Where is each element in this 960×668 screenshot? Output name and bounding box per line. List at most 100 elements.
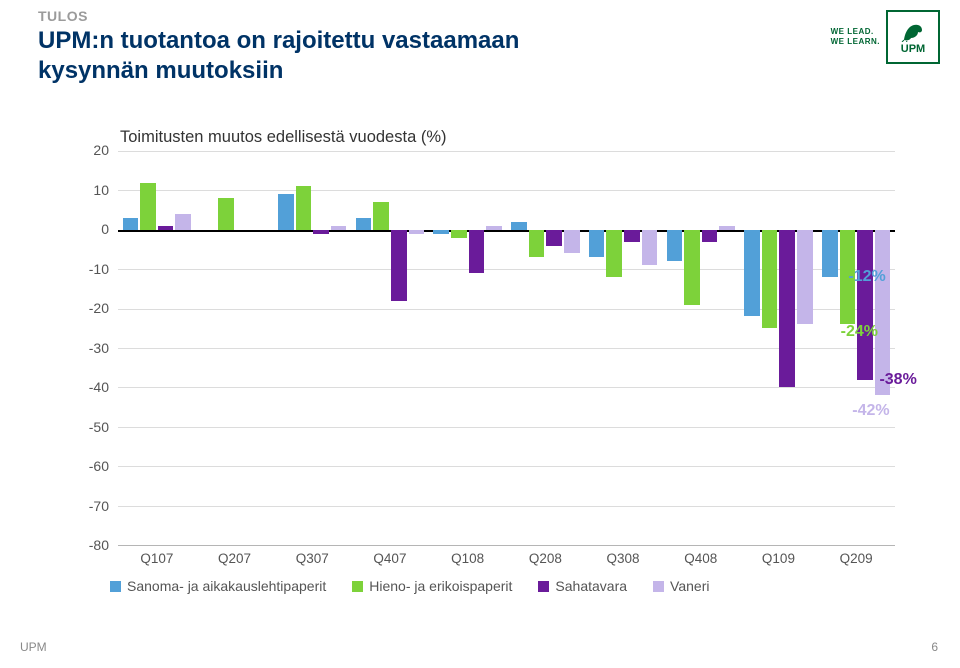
bar bbox=[684, 151, 700, 545]
x-tick-label: Q307 bbox=[296, 551, 329, 566]
bar-groups: Q107Q207Q307Q407Q108Q208Q308Q408Q109Q209 bbox=[118, 151, 895, 545]
bar-rect bbox=[373, 202, 389, 230]
y-tick-label: 0 bbox=[101, 221, 109, 237]
gridline bbox=[118, 545, 895, 546]
bar-rect bbox=[744, 230, 760, 317]
y-tick-label: -20 bbox=[89, 300, 109, 316]
bar bbox=[606, 151, 622, 545]
bar bbox=[589, 151, 605, 545]
y-tick-label: -60 bbox=[89, 458, 109, 474]
legend-swatch bbox=[653, 581, 664, 592]
bar bbox=[200, 151, 216, 545]
bar bbox=[840, 151, 856, 545]
bar-rect bbox=[140, 183, 156, 230]
bar-rect bbox=[433, 230, 449, 234]
bar-rect bbox=[331, 226, 347, 230]
bar-group: Q407 bbox=[351, 151, 429, 545]
section-overline: TULOS bbox=[38, 8, 830, 24]
bar-rect bbox=[606, 230, 622, 277]
bar bbox=[702, 151, 718, 545]
bar bbox=[624, 151, 640, 545]
x-tick-label: Q108 bbox=[451, 551, 484, 566]
y-tick-label: 10 bbox=[93, 182, 109, 198]
bar-value-label: -12% bbox=[848, 268, 885, 286]
x-tick-label: Q107 bbox=[140, 551, 173, 566]
bar-rect bbox=[175, 214, 191, 230]
bar bbox=[451, 151, 467, 545]
bar bbox=[779, 151, 795, 545]
y-tick-label: -70 bbox=[89, 498, 109, 514]
page-title: UPM:n tuotantoa on rajoitettu vastaamaan… bbox=[38, 26, 830, 86]
x-tick-label: Q209 bbox=[840, 551, 873, 566]
y-tick-label: -30 bbox=[89, 340, 109, 356]
bar-group: Q107 bbox=[118, 151, 196, 545]
bars bbox=[123, 151, 191, 545]
bars bbox=[200, 151, 268, 545]
bar bbox=[409, 151, 425, 545]
bar-rect bbox=[511, 222, 527, 230]
deliveries-change-chart: 20100-10-20-30-40-50-60-70-80 Q107Q207Q3… bbox=[70, 150, 895, 545]
bar-rect bbox=[356, 218, 372, 230]
upm-logo: UPM bbox=[886, 10, 940, 64]
bar bbox=[236, 151, 252, 545]
bar bbox=[175, 151, 191, 545]
bar-rect bbox=[797, 230, 813, 325]
title-line: kysynnän muutoksiin bbox=[38, 56, 830, 86]
bars bbox=[667, 151, 735, 545]
legend-item: Hieno- ja erikoispaperit bbox=[352, 578, 512, 594]
bar-rect bbox=[857, 230, 873, 380]
bar-rect bbox=[296, 186, 312, 229]
bar-rect bbox=[218, 198, 234, 230]
bar-group: Q308 bbox=[584, 151, 662, 545]
x-tick-label: Q408 bbox=[684, 551, 717, 566]
bar bbox=[158, 151, 174, 545]
bar bbox=[797, 151, 813, 545]
bar bbox=[253, 151, 269, 545]
bar-rect bbox=[451, 230, 467, 238]
y-tick-label: -10 bbox=[89, 261, 109, 277]
bar-value-label: -24% bbox=[841, 323, 878, 341]
bar-rect bbox=[779, 230, 795, 388]
bar bbox=[373, 151, 389, 545]
page-number: 6 bbox=[931, 640, 938, 654]
bar-value-label: -42% bbox=[852, 402, 889, 420]
bar-rect bbox=[313, 230, 329, 234]
chart-plot-area: Q107Q207Q307Q407Q108Q208Q308Q408Q109Q209… bbox=[118, 150, 895, 545]
bar-rect bbox=[564, 230, 580, 254]
title-line: UPM:n tuotantoa on rajoitettu vastaamaan bbox=[38, 26, 830, 56]
bars bbox=[744, 151, 812, 545]
bar bbox=[123, 151, 139, 545]
bar bbox=[546, 151, 562, 545]
bar-rect bbox=[529, 230, 545, 258]
footer-brand: UPM bbox=[20, 640, 47, 654]
bar-rect bbox=[667, 230, 683, 262]
bar-rect bbox=[719, 226, 735, 230]
y-tick-label: -40 bbox=[89, 379, 109, 395]
bar bbox=[331, 151, 347, 545]
legend-item: Sahatavara bbox=[538, 578, 627, 594]
bar bbox=[469, 151, 485, 545]
legend-label: Sanoma- ja aikakauslehtipaperit bbox=[127, 578, 326, 594]
bar bbox=[744, 151, 760, 545]
bar bbox=[822, 151, 838, 545]
bar-rect bbox=[546, 230, 562, 246]
bar-rect bbox=[822, 230, 838, 277]
chart-legend: Sanoma- ja aikakauslehtipaperit Hieno- ja… bbox=[110, 578, 709, 594]
x-tick-label: Q208 bbox=[529, 551, 562, 566]
brand-tagline: WE LEAD. WE LEARN. bbox=[831, 27, 880, 48]
bar bbox=[511, 151, 527, 545]
bars bbox=[278, 151, 346, 545]
legend-item: Vaneri bbox=[653, 578, 709, 594]
bars bbox=[822, 151, 890, 545]
bar bbox=[278, 151, 294, 545]
bar bbox=[356, 151, 372, 545]
bar-rect bbox=[684, 230, 700, 305]
bar-group: Q208 bbox=[507, 151, 585, 545]
bar bbox=[719, 151, 735, 545]
x-tick-label: Q308 bbox=[607, 551, 640, 566]
bar-rect bbox=[762, 230, 778, 329]
bar-group: Q108 bbox=[429, 151, 507, 545]
bar-rect bbox=[624, 230, 640, 242]
chart-subtitle: Toimitusten muutos edellisestä vuodesta … bbox=[120, 128, 447, 147]
y-tick-label: 20 bbox=[93, 142, 109, 158]
